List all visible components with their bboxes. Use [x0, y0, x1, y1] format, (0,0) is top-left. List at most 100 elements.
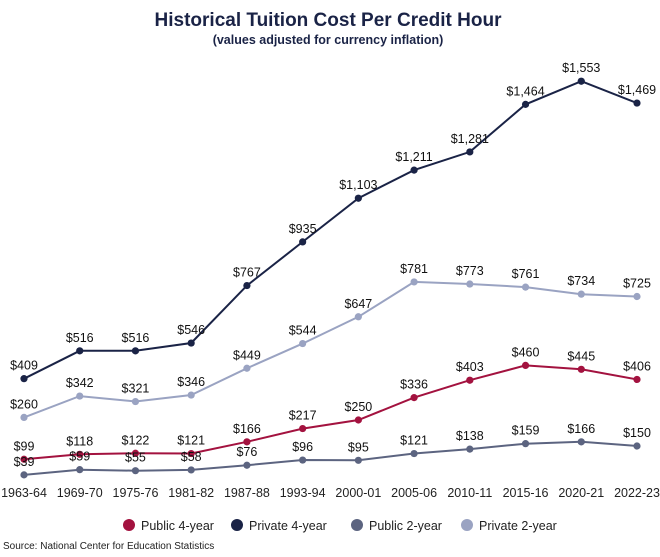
- data-point: [354, 194, 362, 202]
- data-label: $99: [14, 439, 35, 453]
- series-line-0: [23, 364, 638, 461]
- data-label: $449: [233, 348, 261, 362]
- data-point: [76, 392, 84, 400]
- data-label: $773: [456, 264, 484, 278]
- data-label: $409: [10, 359, 38, 373]
- data-label: $118: [66, 434, 93, 448]
- data-label: $336: [400, 378, 428, 392]
- data-label: $544: [289, 324, 317, 338]
- data-label: $1,211: [395, 150, 432, 164]
- data-label: $260: [10, 397, 38, 411]
- legend-item: Public 2-year: [351, 519, 442, 533]
- data-point: [20, 413, 28, 421]
- data-label: $59: [69, 450, 90, 464]
- data-label: $781: [400, 262, 428, 276]
- x-tick-label: 1987-88: [224, 486, 270, 500]
- data-label: $121: [177, 434, 205, 448]
- data-point: [354, 313, 362, 321]
- x-tick-label: 1993-94: [280, 486, 326, 500]
- legend: Public 4-year Private 4-year Public 2-year…: [123, 519, 557, 533]
- chart-subtitle: (values adjusted for currency inflation): [213, 33, 444, 47]
- data-label: $1,103: [339, 178, 377, 192]
- data-point: [131, 347, 140, 355]
- x-tick-label: 2010-11: [447, 486, 492, 500]
- data-point: [76, 466, 84, 474]
- data-label: $166: [233, 422, 261, 436]
- data-label: $342: [66, 376, 94, 390]
- data-point: [187, 466, 195, 474]
- data-point: [20, 455, 28, 463]
- data-point: [410, 394, 418, 402]
- data-label: $1,281: [451, 132, 489, 146]
- x-tick-label: 2022-23: [614, 486, 660, 500]
- legend-marker: [123, 519, 135, 531]
- data-point: [299, 424, 307, 433]
- data-label: $58: [181, 450, 202, 464]
- data-point: [187, 391, 195, 399]
- data-point: [131, 467, 140, 475]
- data-label: $121: [400, 434, 428, 448]
- data-label: $321: [122, 382, 150, 396]
- data-point: [354, 416, 362, 424]
- legend-item: Private 4-year: [231, 519, 327, 533]
- data-label-layer: $260 $342 $321 $346 $449 $544 $647 $781 $773 $761…: [10, 61, 656, 469]
- data-point: [131, 397, 140, 406]
- data-point: [633, 292, 641, 301]
- data-label: $76: [236, 445, 257, 459]
- data-label: $1,464: [506, 84, 544, 98]
- data-point: [76, 347, 84, 355]
- data-point: [243, 461, 251, 469]
- data-label: $725: [623, 277, 651, 291]
- data-point: [633, 375, 641, 384]
- data-label: $767: [233, 266, 261, 280]
- data-label: $516: [122, 331, 150, 345]
- data-point: [466, 376, 474, 384]
- data-label: $55: [125, 451, 146, 465]
- data-point: [299, 238, 307, 246]
- legend-item: Public 4-year: [123, 519, 214, 533]
- data-point: [243, 281, 251, 290]
- data-label: $1,553: [562, 61, 600, 75]
- legend-label: Public 4-year: [141, 519, 214, 533]
- data-point: [187, 339, 195, 347]
- data-point: [20, 375, 28, 383]
- source-note: Source: National Center for Education St…: [3, 541, 214, 552]
- x-tick-label: 1969-70: [57, 486, 103, 500]
- series-line-1: [23, 80, 638, 380]
- data-point: [243, 364, 251, 372]
- data-point: [466, 445, 474, 453]
- data-point: [521, 100, 530, 108]
- x-tick-label: 1975-76: [113, 486, 159, 500]
- data-label: $96: [292, 440, 313, 454]
- chart-title: Historical Tuition Cost Per Credit Hour: [155, 10, 503, 31]
- data-point: [299, 456, 307, 464]
- data-label: $166: [567, 422, 595, 436]
- data-label: $403: [456, 360, 484, 374]
- x-tick-label: 2020-21: [558, 486, 604, 500]
- data-point: [243, 438, 251, 446]
- data-label: $445: [567, 349, 595, 363]
- x-tick-label: 2000-01: [335, 486, 381, 500]
- data-point: [20, 471, 28, 479]
- data-label: $250: [344, 400, 372, 414]
- data-label: $1,469: [618, 83, 656, 97]
- legend-label: Public 2-year: [369, 519, 442, 533]
- data-label: $95: [348, 440, 369, 454]
- data-point: [577, 365, 585, 373]
- data-label: $39: [14, 455, 35, 469]
- data-label: $935: [289, 222, 317, 236]
- data-point: [521, 361, 530, 369]
- series-layer: [20, 77, 641, 479]
- data-point: [577, 438, 585, 446]
- data-point: [410, 166, 418, 174]
- data-label: $761: [512, 267, 540, 281]
- x-tick-label: 2015-16: [503, 486, 549, 500]
- data-point: [633, 442, 641, 450]
- data-point: [354, 456, 362, 464]
- data-point: [299, 339, 307, 348]
- data-point: [131, 449, 140, 457]
- data-label: $150: [623, 426, 651, 440]
- legend-marker: [461, 519, 473, 531]
- data-label: $122: [122, 433, 150, 447]
